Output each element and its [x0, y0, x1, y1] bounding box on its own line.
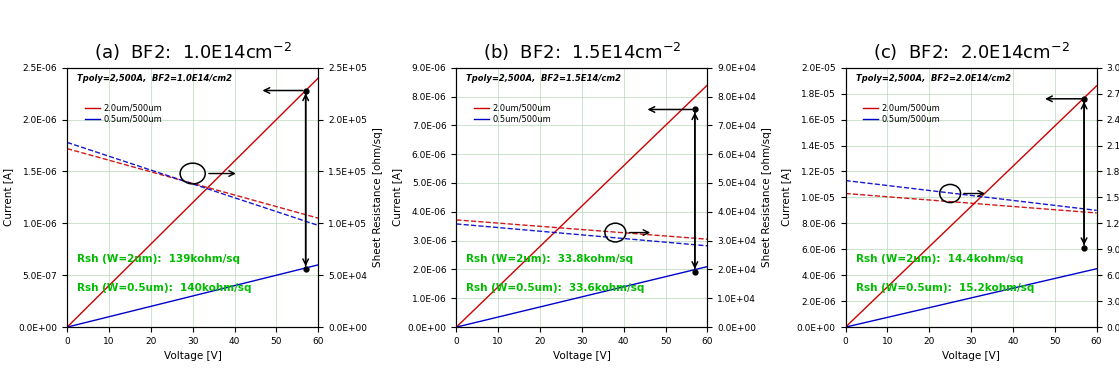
- Text: Rsh (W=2um):  33.8kohm/sq: Rsh (W=2um): 33.8kohm/sq: [467, 255, 633, 264]
- Text: Tpoly=2,500A,  BF2=1.0E14/cm2: Tpoly=2,500A, BF2=1.0E14/cm2: [77, 74, 232, 83]
- X-axis label: Voltage [V]: Voltage [V]: [163, 352, 222, 361]
- Title: (b)  BF2:  1.5E14cm$^{-2}$: (b) BF2: 1.5E14cm$^{-2}$: [482, 41, 681, 63]
- Legend: 2.0um/500um, 0.5um/500um: 2.0um/500um, 0.5um/500um: [471, 100, 554, 127]
- Title: (a)  BF2:  1.0E14cm$^{-2}$: (a) BF2: 1.0E14cm$^{-2}$: [94, 41, 292, 63]
- Text: Rsh (W=2um):  14.4kohm/sq: Rsh (W=2um): 14.4kohm/sq: [856, 255, 1023, 264]
- Text: Rsh (W=2um):  139kohm/sq: Rsh (W=2um): 139kohm/sq: [77, 255, 241, 264]
- X-axis label: Voltage [V]: Voltage [V]: [553, 352, 611, 361]
- Y-axis label: Current [A]: Current [A]: [392, 168, 402, 226]
- Text: Tpoly=2,500A,  BF2=2.0E14/cm2: Tpoly=2,500A, BF2=2.0E14/cm2: [856, 74, 1010, 83]
- Y-axis label: Current [A]: Current [A]: [781, 168, 791, 226]
- Text: Rsh (W=0.5um):  15.2kohm/sq: Rsh (W=0.5um): 15.2kohm/sq: [856, 283, 1034, 293]
- Legend: 2.0um/500um, 0.5um/500um: 2.0um/500um, 0.5um/500um: [82, 100, 166, 127]
- Y-axis label: Sheet Resistance [ohm/sq]: Sheet Resistance [ohm/sq]: [762, 127, 772, 267]
- Y-axis label: Sheet Resistance [ohm/sq]: Sheet Resistance [ohm/sq]: [373, 127, 383, 267]
- Text: Rsh (W=0.5um):  140kohm/sq: Rsh (W=0.5um): 140kohm/sq: [77, 283, 252, 293]
- Legend: 2.0um/500um, 0.5um/500um: 2.0um/500um, 0.5um/500um: [859, 100, 943, 127]
- X-axis label: Voltage [V]: Voltage [V]: [942, 352, 1000, 361]
- Text: Rsh (W=0.5um):  33.6kohm/sq: Rsh (W=0.5um): 33.6kohm/sq: [467, 283, 645, 293]
- Title: (c)  BF2:  2.0E14cm$^{-2}$: (c) BF2: 2.0E14cm$^{-2}$: [873, 41, 1070, 63]
- Y-axis label: Current [A]: Current [A]: [3, 168, 12, 226]
- Text: Tpoly=2,500A,  BF2=1.5E14/cm2: Tpoly=2,500A, BF2=1.5E14/cm2: [467, 74, 621, 83]
